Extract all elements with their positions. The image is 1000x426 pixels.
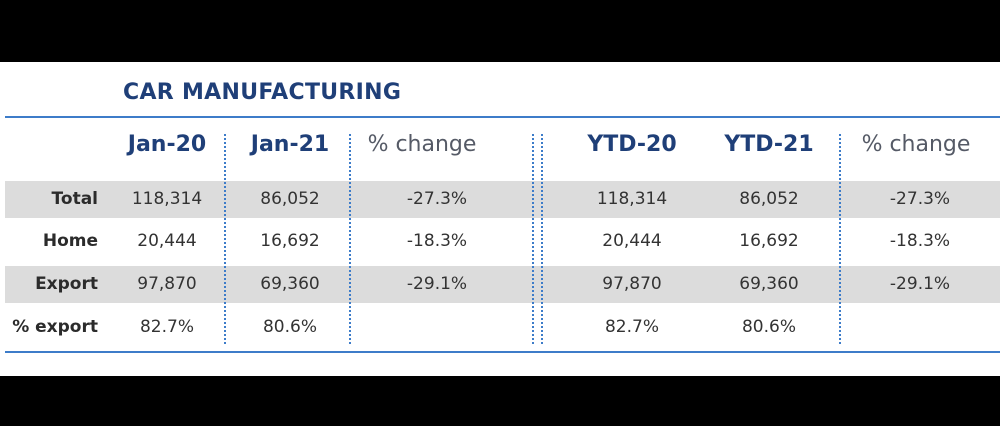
cell-ytd-21: 69,360 bbox=[739, 274, 799, 294]
car-manufacturing-table: CAR MANUFACTURING Jan-20 Jan-21 % change… bbox=[0, 62, 1000, 376]
row-band-export bbox=[5, 266, 1000, 303]
header-ytd-pct-change: % change bbox=[861, 132, 971, 157]
column-separator bbox=[532, 134, 534, 344]
row-label: Home bbox=[42, 231, 98, 251]
header-jan-20: Jan-20 bbox=[127, 132, 207, 157]
cell-pct-change: -29.1% bbox=[406, 274, 468, 294]
table-title: CAR MANUFACTURING bbox=[123, 80, 402, 105]
cell-ytd-21: 80.6% bbox=[741, 317, 796, 337]
row-band-total bbox=[5, 181, 1000, 218]
row-label: % export bbox=[12, 317, 98, 337]
cell-ytd-pct-change: -29.1% bbox=[889, 274, 951, 294]
cell-ytd-pct-change: -18.3% bbox=[889, 231, 951, 251]
header-jan-21: Jan-21 bbox=[250, 132, 330, 157]
column-separator bbox=[224, 134, 226, 344]
cell-ytd-20: 118,314 bbox=[596, 189, 668, 209]
cell-ytd-20: 97,870 bbox=[602, 274, 662, 294]
header-pct-change: % change bbox=[367, 132, 477, 157]
row-label: Total bbox=[51, 189, 98, 209]
header-ytd-21: YTD-21 bbox=[724, 132, 814, 157]
column-separator bbox=[541, 134, 543, 344]
cell-jan-21: 16,692 bbox=[260, 231, 320, 251]
cell-jan-20: 118,314 bbox=[131, 189, 203, 209]
row-label: Export bbox=[35, 274, 98, 294]
top-rule bbox=[5, 116, 1000, 118]
cell-ytd-20: 82.7% bbox=[604, 317, 659, 337]
cell-pct-change: -18.3% bbox=[406, 231, 468, 251]
cell-pct-change: -27.3% bbox=[406, 189, 468, 209]
cell-ytd-21: 86,052 bbox=[739, 189, 799, 209]
cell-jan-20: 82.7% bbox=[139, 317, 194, 337]
cell-ytd-pct-change bbox=[855, 309, 985, 346]
table-row-total: Total 118,314 86,052 -27.3% 118,314 86,0… bbox=[0, 181, 1000, 218]
cell-jan-20: 20,444 bbox=[137, 231, 197, 251]
cell-ytd-pct-change: -27.3% bbox=[889, 189, 951, 209]
cell-jan-20: 97,870 bbox=[137, 274, 197, 294]
table-row-pct-export: % export 82.7% 80.6% 82.7% 80.6% bbox=[0, 309, 1000, 346]
cell-pct-change bbox=[372, 309, 502, 346]
cell-jan-21: 69,360 bbox=[260, 274, 320, 294]
cell-ytd-21: 16,692 bbox=[739, 231, 799, 251]
table-row-export: Export 97,870 69,360 -29.1% 97,870 69,36… bbox=[0, 266, 1000, 303]
header-ytd-20: YTD-20 bbox=[587, 132, 677, 157]
column-separator bbox=[349, 134, 351, 344]
cell-jan-21: 86,052 bbox=[260, 189, 320, 209]
column-separator bbox=[839, 134, 841, 344]
bottom-rule bbox=[5, 351, 1000, 353]
cell-jan-21: 80.6% bbox=[262, 317, 317, 337]
table-row-home: Home 20,444 16,692 -18.3% 20,444 16,692 … bbox=[0, 223, 1000, 260]
cell-ytd-20: 20,444 bbox=[602, 231, 662, 251]
